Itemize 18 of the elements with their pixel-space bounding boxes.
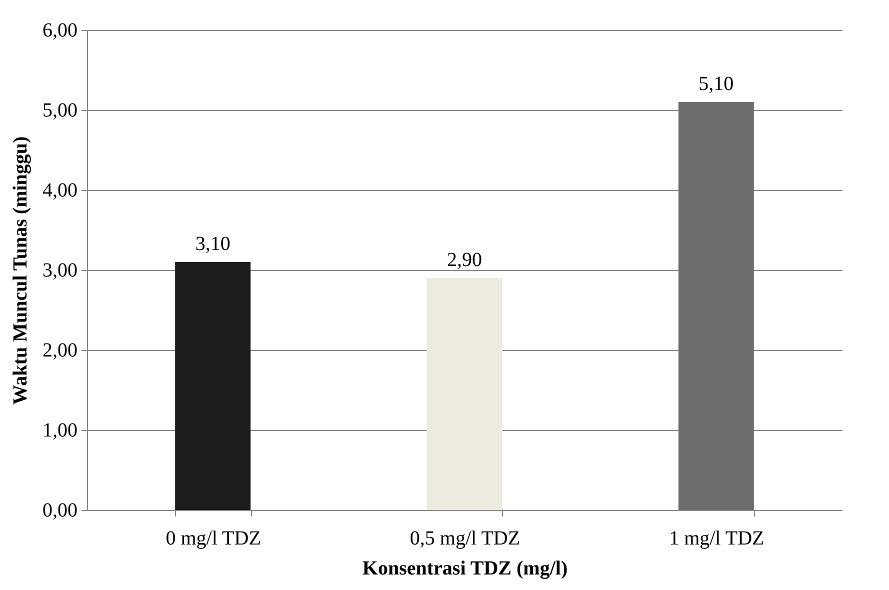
x-tick-label: 0 mg/l TDZ	[166, 528, 261, 550]
y-tick-label: 1,00	[42, 420, 78, 442]
x-tick-label: 1 mg/l TDZ	[669, 528, 764, 550]
data-label: 3,10	[195, 233, 230, 255]
x-axis-title: Konsentrasi TDZ (mg/l)	[362, 558, 568, 580]
bar	[678, 102, 754, 510]
y-tick-label: 5,00	[42, 100, 78, 122]
bar	[175, 262, 251, 510]
data-label: 2,90	[447, 249, 482, 271]
y-tick-label: 6,00	[42, 20, 78, 42]
y-tick-label: 3,00	[42, 260, 78, 282]
y-tick-label: 4,00	[42, 180, 78, 202]
x-tick-label: 0,5 mg/l TDZ	[410, 528, 520, 550]
bar	[426, 278, 502, 510]
y-tick-label: 0,00	[42, 500, 78, 522]
data-label: 5,10	[698, 73, 734, 95]
y-tick-label: 2,00	[42, 340, 78, 362]
y-axis-title: Waktu Muncul Tunas (minggu)	[10, 136, 32, 405]
